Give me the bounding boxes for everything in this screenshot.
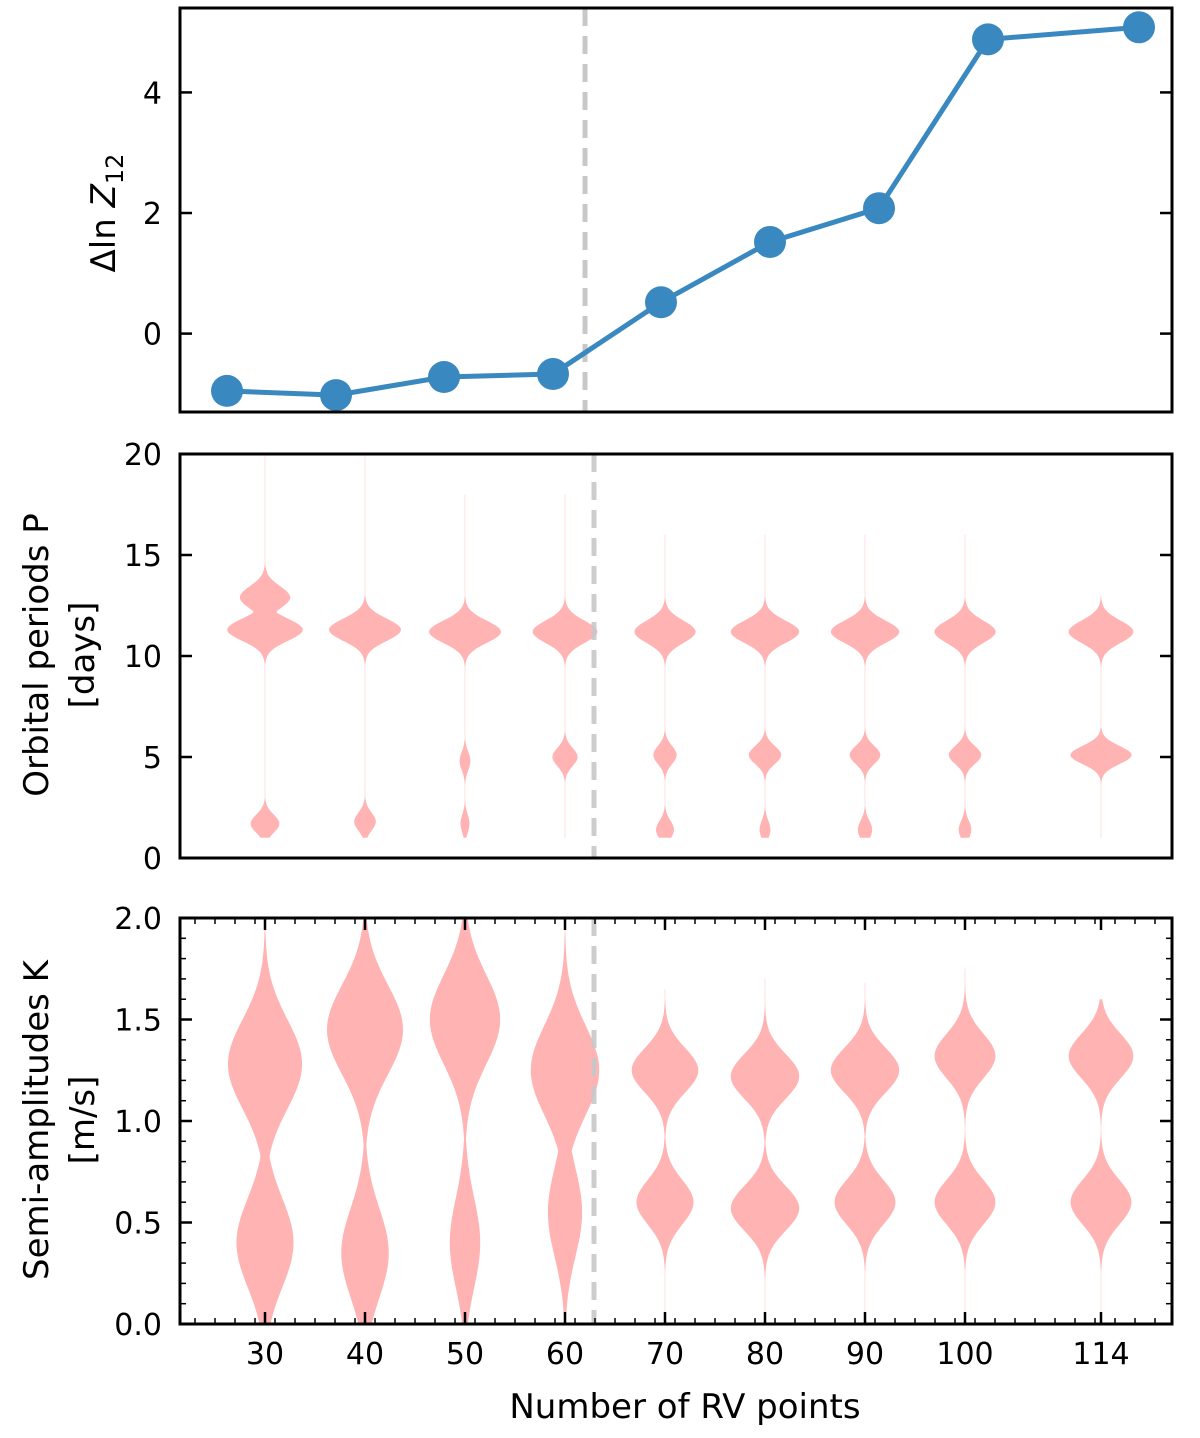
violin-amplitude — [934, 968, 996, 1314]
data-point — [863, 192, 895, 225]
y-tick-label: 5 — [143, 741, 162, 776]
violin-amplitude — [429, 918, 501, 1324]
violin-period — [532, 494, 598, 838]
x-tick-label: 50 — [446, 1337, 484, 1372]
data-point — [320, 379, 352, 412]
y-tick-label: 0.0 — [114, 1308, 162, 1343]
violin-amplitude — [327, 918, 403, 1324]
violin-amplitude — [530, 928, 600, 1324]
data-point — [211, 374, 243, 407]
y-tick-label: 2 — [143, 197, 162, 232]
top-ylabel: Δln Z12 — [84, 154, 129, 273]
x-tick-label: 40 — [346, 1337, 384, 1372]
data-point — [972, 23, 1004, 56]
violin-period — [934, 534, 996, 838]
mid-ylabel-line2: [days] — [63, 602, 103, 709]
y-tick-label: 0 — [143, 842, 162, 877]
xlabel: Number of RV points — [509, 1387, 860, 1427]
bot-ylabel-line2: [m/s] — [63, 1076, 103, 1165]
x-tick-label: 70 — [646, 1337, 684, 1372]
bot-frame — [178, 916, 1174, 1326]
violin-period — [830, 534, 900, 838]
y-tick-label: 0.5 — [114, 1207, 162, 1242]
violin-amplitude — [1068, 999, 1134, 1314]
panel-semi-amplitudes: 0.0 0.5 1.0 1.5 2.0 30 40 50 60 70 80 90 100 114 — [114, 902, 1174, 1372]
x-tick-label: 80 — [746, 1337, 784, 1372]
data-point — [537, 358, 569, 391]
x-tick-label: 30 — [246, 1337, 284, 1372]
series-line — [226, 24, 1140, 398]
x-tick-label: 90 — [846, 1337, 884, 1372]
data-point — [645, 286, 677, 319]
y-tick-label: 1.5 — [114, 1004, 162, 1039]
violin-period — [329, 454, 401, 838]
panel-orbital-periods: 0 5 10 15 20 — [124, 438, 1174, 877]
violin-period — [429, 494, 501, 838]
mid-ylabel-line1: Orbital periods P — [17, 513, 57, 797]
data-point — [1123, 11, 1155, 44]
top-frame — [178, 6, 1174, 414]
mid-frame — [178, 452, 1174, 860]
violin-period — [227, 454, 303, 838]
bot-ylabel-line1: Semi-amplitudes K — [17, 958, 57, 1280]
violin-amplitude — [631, 989, 699, 1314]
y-tick-label: 15 — [124, 539, 162, 574]
y-tick-label: 2.0 — [114, 902, 162, 937]
violin-period — [634, 534, 696, 838]
x-tick-label: 100 — [936, 1337, 993, 1372]
violin-amplitude — [830, 983, 900, 1314]
y-tick-label: 4 — [143, 76, 162, 111]
violin-period — [1068, 595, 1134, 838]
x-tick-label: 60 — [546, 1337, 584, 1372]
y-tick-label: 0 — [143, 318, 162, 353]
violin-amplitude — [730, 978, 800, 1314]
violin-amplitude — [228, 918, 302, 1324]
y-tick-label: 10 — [124, 640, 162, 675]
x-tick-label: 114 — [1072, 1337, 1129, 1372]
violin-period — [730, 534, 800, 838]
y-tick-label: 1.0 — [114, 1105, 162, 1140]
y-tick-label: 20 — [124, 438, 162, 473]
data-point — [428, 361, 460, 394]
panel-delta-lnz: 0 2 4 — [143, 6, 1174, 414]
data-point — [754, 225, 786, 258]
